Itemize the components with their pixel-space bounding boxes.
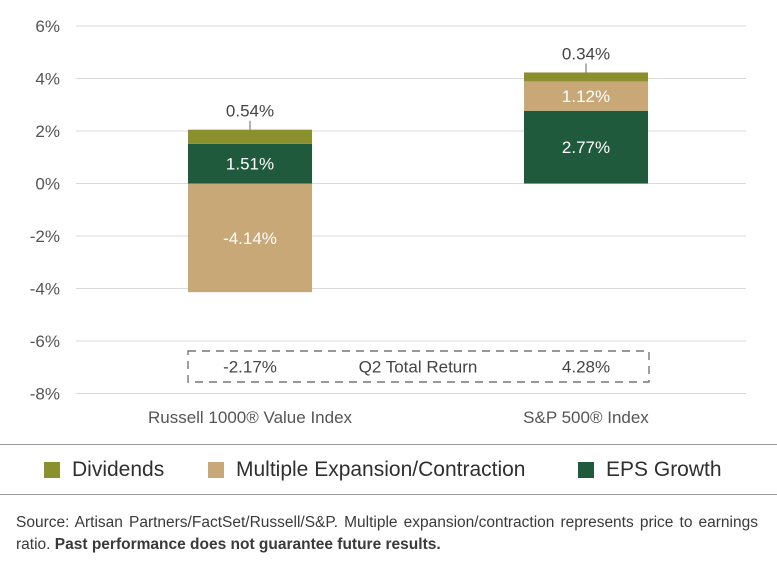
y-tick-label: 4% — [35, 70, 60, 89]
data-label: 0.34% — [562, 44, 610, 63]
bar-segment — [188, 143, 312, 184]
data-labels: 1.51% -4.14% 0.54% 2.77% 1.12% 0.34% — [223, 44, 610, 247]
legend-swatch-multiple — [208, 462, 224, 478]
total-return-value: 4.28% — [562, 358, 610, 377]
total-return-frame — [187, 350, 650, 383]
y-tick-label: 6% — [35, 17, 60, 36]
data-label: -4.14% — [223, 229, 277, 248]
y-tick-label: 2% — [35, 122, 60, 141]
data-label: 2.77% — [562, 138, 610, 157]
legend-item-dividends: Dividends — [44, 458, 164, 482]
stacked-bar-chart: 6% 4% 2% 0% -2% -4% -6% -8% 1.51% -4.14% 0.54% 2.7… — [30, 17, 746, 427]
data-label: 1.12% — [562, 87, 610, 106]
data-label: 1.51% — [226, 155, 274, 174]
legend-bottom-divider — [0, 494, 777, 495]
y-tick-label: -4% — [30, 280, 60, 299]
total-return-value: -2.17% — [223, 358, 277, 377]
category-labels: Russell 1000® Value Index S&P 500® Index — [148, 408, 649, 427]
source-note: Source: Artisan Partners/FactSet/Russell… — [16, 512, 758, 556]
bars — [188, 72, 648, 293]
category-label: S&P 500® Index — [523, 408, 649, 427]
y-tick-label: 0% — [35, 175, 60, 194]
legend-item-eps: EPS Growth — [578, 458, 722, 482]
legend-label-dividends: Dividends — [72, 458, 165, 481]
category-label: Russell 1000® Value Index — [148, 408, 353, 427]
bar-segment — [524, 81, 648, 111]
bar-segment — [524, 72, 648, 82]
y-tick-label: -6% — [30, 332, 60, 351]
total-return-label: Q2 Total Return — [359, 358, 478, 377]
legend-label-eps: EPS Growth — [606, 458, 722, 481]
source-text: Source: Artisan Partners/FactSet/Russell… — [16, 514, 758, 553]
disclaimer-text: Past performance does not guarantee futu… — [54, 536, 441, 553]
legend-item-multiple: Multiple Expansion/Contraction — [208, 458, 526, 482]
legend: Dividends Multiple Expansion/Contraction… — [0, 444, 777, 495]
y-tick-label: -2% — [30, 227, 60, 246]
legend-swatch-eps — [578, 462, 594, 478]
y-tick-label: -8% — [30, 385, 60, 404]
total-return-box: -2.17% Q2 Total Return 4.28% — [187, 350, 650, 383]
bar-segment — [524, 110, 648, 184]
data-label: 0.54% — [226, 102, 274, 121]
legend-label-multiple: Multiple Expansion/Contraction — [236, 458, 526, 481]
bar-segment — [188, 183, 312, 293]
legend-swatch-dividends — [44, 462, 60, 478]
legend-top-divider — [0, 444, 777, 445]
bar-segment — [188, 129, 312, 144]
gridlines — [76, 25, 746, 394]
y-axis-ticks: 6% 4% 2% 0% -2% -4% -6% -8% — [30, 17, 60, 404]
